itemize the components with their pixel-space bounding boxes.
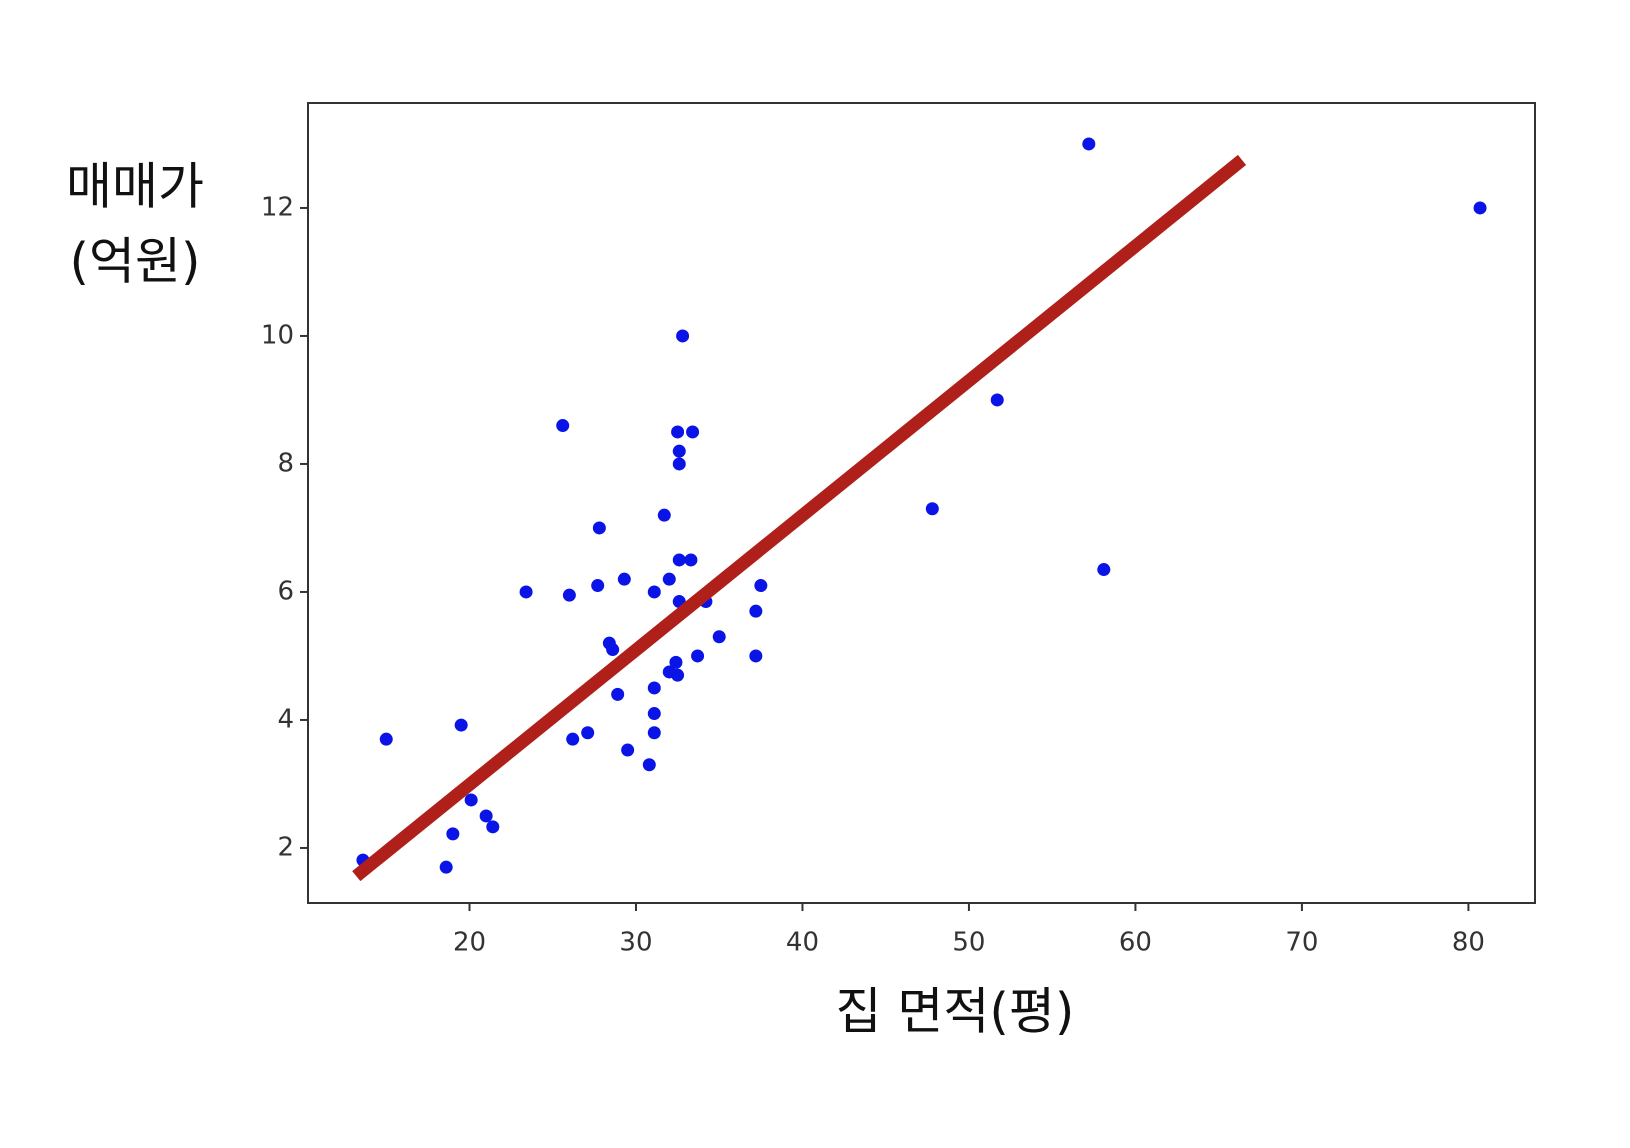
point [647, 585, 661, 599]
point [454, 718, 468, 732]
point [671, 425, 685, 439]
x-tick-label: 40 [786, 928, 819, 958]
point [621, 743, 635, 757]
plot-frame [307, 102, 1536, 904]
point [486, 820, 500, 834]
point [662, 572, 676, 586]
y-tick-label: 8 [277, 448, 294, 478]
point [672, 457, 686, 471]
point [647, 726, 661, 740]
point [712, 630, 726, 644]
trend-line [352, 154, 1247, 882]
point [556, 419, 570, 433]
point [671, 668, 685, 682]
point [754, 579, 768, 593]
point [684, 553, 698, 567]
y-tick-label: 6 [277, 576, 294, 606]
point [562, 588, 576, 602]
x-tick-label: 70 [1285, 928, 1318, 958]
point [581, 726, 595, 740]
y-axis-label: 매매가 [66, 158, 204, 216]
point [647, 681, 661, 695]
point [672, 444, 686, 458]
point [657, 508, 671, 522]
point [479, 809, 493, 823]
point [379, 732, 393, 746]
point [591, 579, 605, 593]
point [1082, 137, 1096, 151]
y-tick-label: 10 [261, 320, 294, 350]
y-tick-label: 2 [277, 832, 294, 862]
point [691, 649, 705, 663]
y-tick-label: 12 [261, 192, 294, 222]
point [669, 655, 683, 669]
point [990, 393, 1004, 407]
point [642, 758, 656, 772]
point [446, 827, 460, 841]
point [617, 572, 631, 586]
point [592, 521, 606, 535]
point [439, 860, 453, 874]
point [1097, 563, 1111, 577]
y-tick-label: 4 [277, 704, 294, 734]
x-tick-label: 20 [453, 928, 486, 958]
y-axis-label: (억원) [69, 233, 200, 291]
point [672, 553, 686, 567]
point [606, 643, 620, 657]
point [611, 687, 625, 701]
point [749, 649, 763, 663]
x-tick-label: 30 [619, 928, 652, 958]
point [464, 793, 478, 807]
point [676, 329, 690, 343]
point [1473, 201, 1487, 215]
x-tick-label: 80 [1452, 928, 1485, 958]
x-tick-label: 50 [952, 928, 985, 958]
point [686, 425, 700, 439]
point [925, 502, 939, 516]
point [647, 707, 661, 721]
point [519, 585, 533, 599]
point [566, 732, 580, 746]
x-axis-label: 집 면적(평) [836, 983, 1075, 1041]
point [749, 604, 763, 618]
x-tick-label: 60 [1119, 928, 1152, 958]
